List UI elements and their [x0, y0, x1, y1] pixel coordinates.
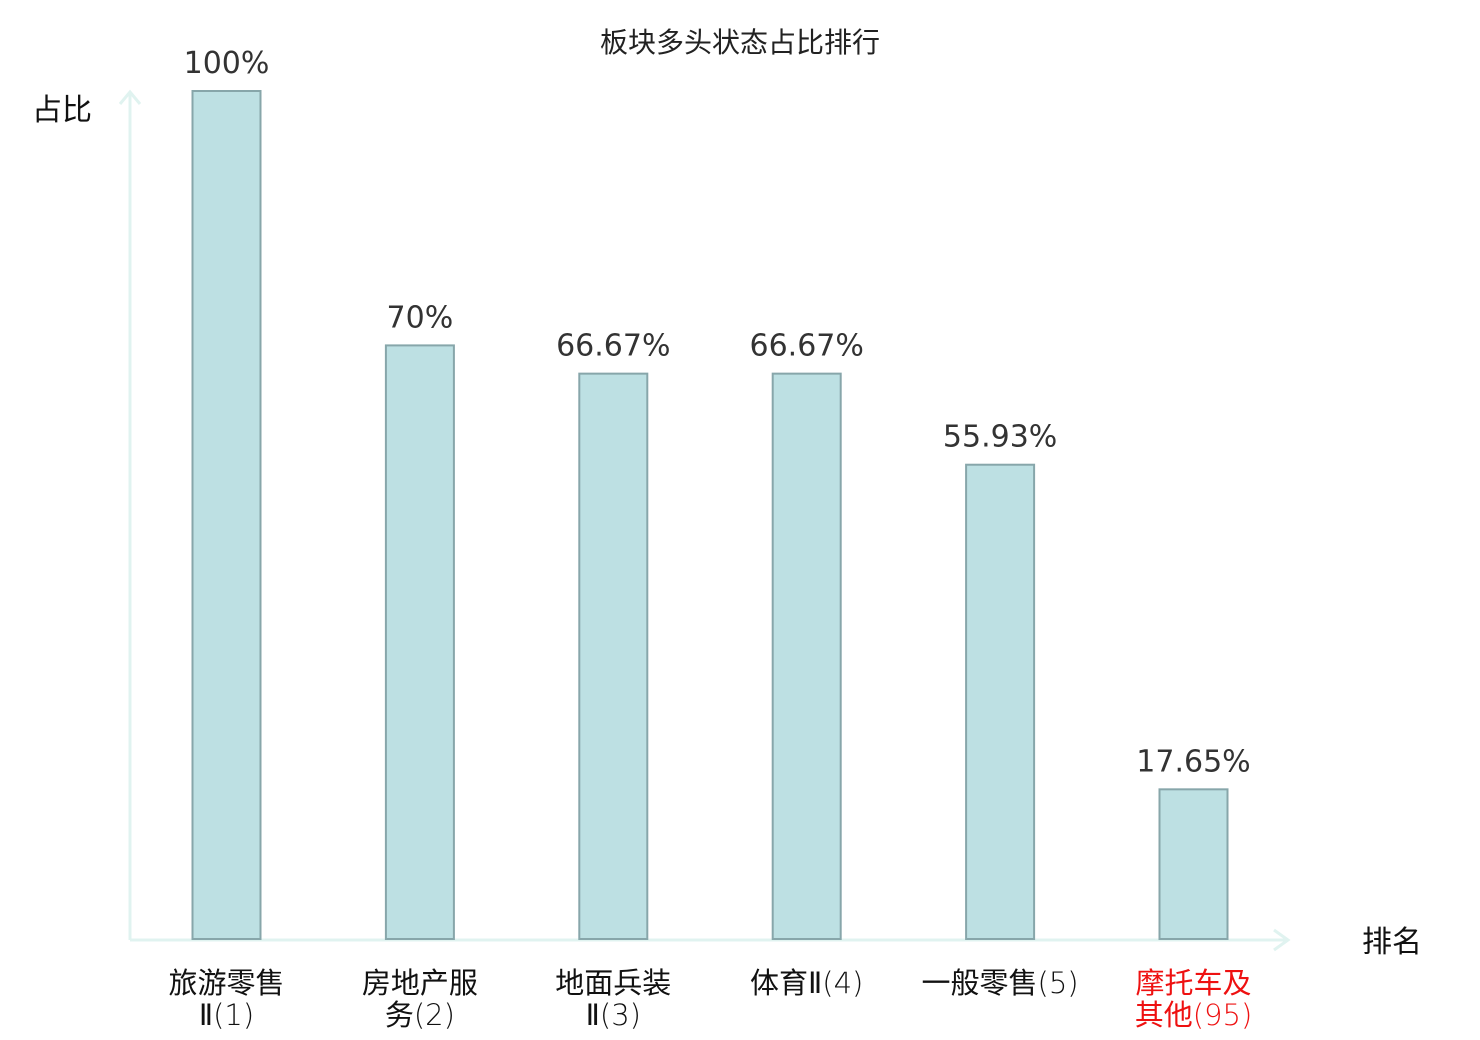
category-label-3-line-2: Ⅱ(3): [586, 998, 641, 1032]
category-label-2-line-1: 房地产服: [362, 966, 478, 1000]
category-label-6-line-2: 其他(95): [1135, 998, 1253, 1032]
value-label-1: 100%: [184, 46, 270, 81]
category-label-3-line-1: 地面兵装: [555, 966, 671, 1000]
value-label-3: 66.67%: [556, 329, 670, 364]
value-label-2: 70%: [387, 300, 454, 335]
category-label-1-line-2: Ⅱ(1): [199, 998, 254, 1032]
bar-1: [191, 90, 262, 940]
category-label-6-line-1: 摩托车及: [1135, 966, 1251, 1000]
y-axis-label: 占比: [32, 93, 92, 128]
chart-title: 板块多头状态占比排行: [600, 26, 880, 59]
bar-5: [965, 463, 1036, 940]
bar-4: [771, 372, 842, 940]
value-label-4: 66.67%: [750, 329, 864, 364]
bars-group: [191, 90, 1229, 940]
value-labels-group: 100% 70% 66.67% 66.67% 55.93% 17.65%: [184, 46, 1251, 779]
category-label-4-line-1: 体育Ⅱ(4): [750, 966, 863, 1000]
value-label-6: 17.65%: [1136, 744, 1250, 779]
x-axis: [130, 928, 1291, 952]
bar-3: [578, 372, 649, 940]
y-axis: [118, 89, 142, 940]
category-label-1-line-1: 旅游零售: [168, 966, 284, 1000]
category-label-2-line-2: 务(2): [385, 998, 455, 1032]
bar-6: [1158, 788, 1229, 940]
bar-2: [384, 344, 455, 940]
value-label-5: 55.93%: [943, 420, 1057, 455]
category-label-5-line-1: 一般零售(5): [922, 966, 1079, 1000]
x-axis-label: 排名: [1362, 925, 1422, 960]
